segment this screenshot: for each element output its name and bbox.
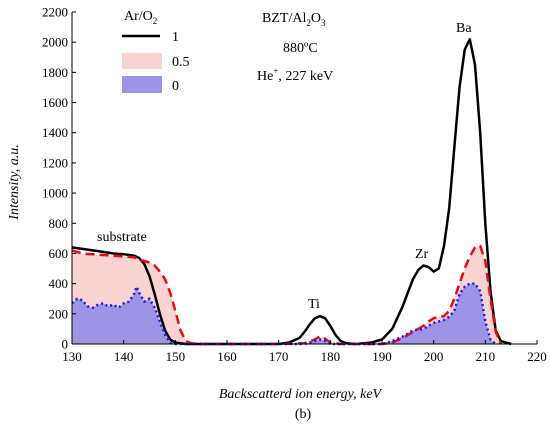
x-axis-label: Backscatterd ion energy, keV (219, 387, 383, 402)
peak-label-zr: Zr (415, 247, 429, 262)
series-fill-areas (72, 245, 501, 344)
legend-swatch-series-0 (122, 76, 162, 93)
x-tick-label: 170 (269, 349, 289, 364)
x-tick-label: 220 (527, 349, 547, 364)
sample-label: BZT/Al2O3 (262, 11, 326, 28)
x-tick-label: 160 (217, 349, 237, 364)
series-line-1 (71, 37, 512, 346)
axis-ticks: 130 140 150 160 170 180 190 200 210 2200200400600… (42, 5, 547, 365)
y-tick-label: 1200 (42, 155, 68, 170)
series-line-0-5 (71, 244, 502, 346)
legend-label-series-0-5: 0.5 (172, 55, 190, 70)
area-fill-series-0 (72, 283, 496, 344)
x-tick-label: 130 (62, 349, 82, 364)
legend-swatch-series-0-5 (122, 53, 162, 69)
y-tick-label: 2200 (42, 5, 68, 20)
series-lines (71, 37, 512, 346)
panel-label: (b) (295, 407, 312, 422)
y-tick-label: 1000 (42, 186, 68, 201)
x-tick-label: 210 (476, 349, 496, 364)
beam-label: He+, 227 keV (257, 66, 333, 84)
y-axis-label: Intensity, a.u. (7, 144, 22, 220)
legend-title: Ar/O2 (124, 9, 157, 26)
y-tick-label: 0 (62, 337, 69, 352)
x-tick-label: 150 (166, 349, 186, 364)
legend-label-series-0: 0 (172, 79, 179, 94)
legend-label-series-1: 1 (172, 30, 179, 45)
x-tick-label: 140 (114, 349, 134, 364)
legend: Ar/O2 1 0.5 0 (122, 9, 190, 94)
x-tick-label: 200 (424, 349, 444, 364)
x-tick-label: 180 (321, 349, 341, 364)
y-tick-label: 400 (49, 276, 69, 291)
y-tick-label: 1600 (42, 95, 68, 110)
temperature-label: 880ºC (283, 41, 318, 56)
y-tick-label: 200 (49, 306, 69, 321)
x-tick-label: 190 (372, 349, 392, 364)
plot-axes (71, 12, 537, 345)
y-tick-label: 600 (49, 246, 69, 261)
peak-label-ti: Ti (308, 297, 320, 312)
y-tick-label: 1400 (42, 125, 68, 140)
peak-label-ba: Ba (456, 21, 472, 36)
peak-label-substrate: substrate (97, 230, 147, 245)
series-line-0 (71, 282, 497, 346)
y-tick-label: 800 (49, 216, 69, 231)
y-tick-label: 1800 (42, 65, 68, 80)
y-tick-label: 2000 (42, 35, 68, 50)
